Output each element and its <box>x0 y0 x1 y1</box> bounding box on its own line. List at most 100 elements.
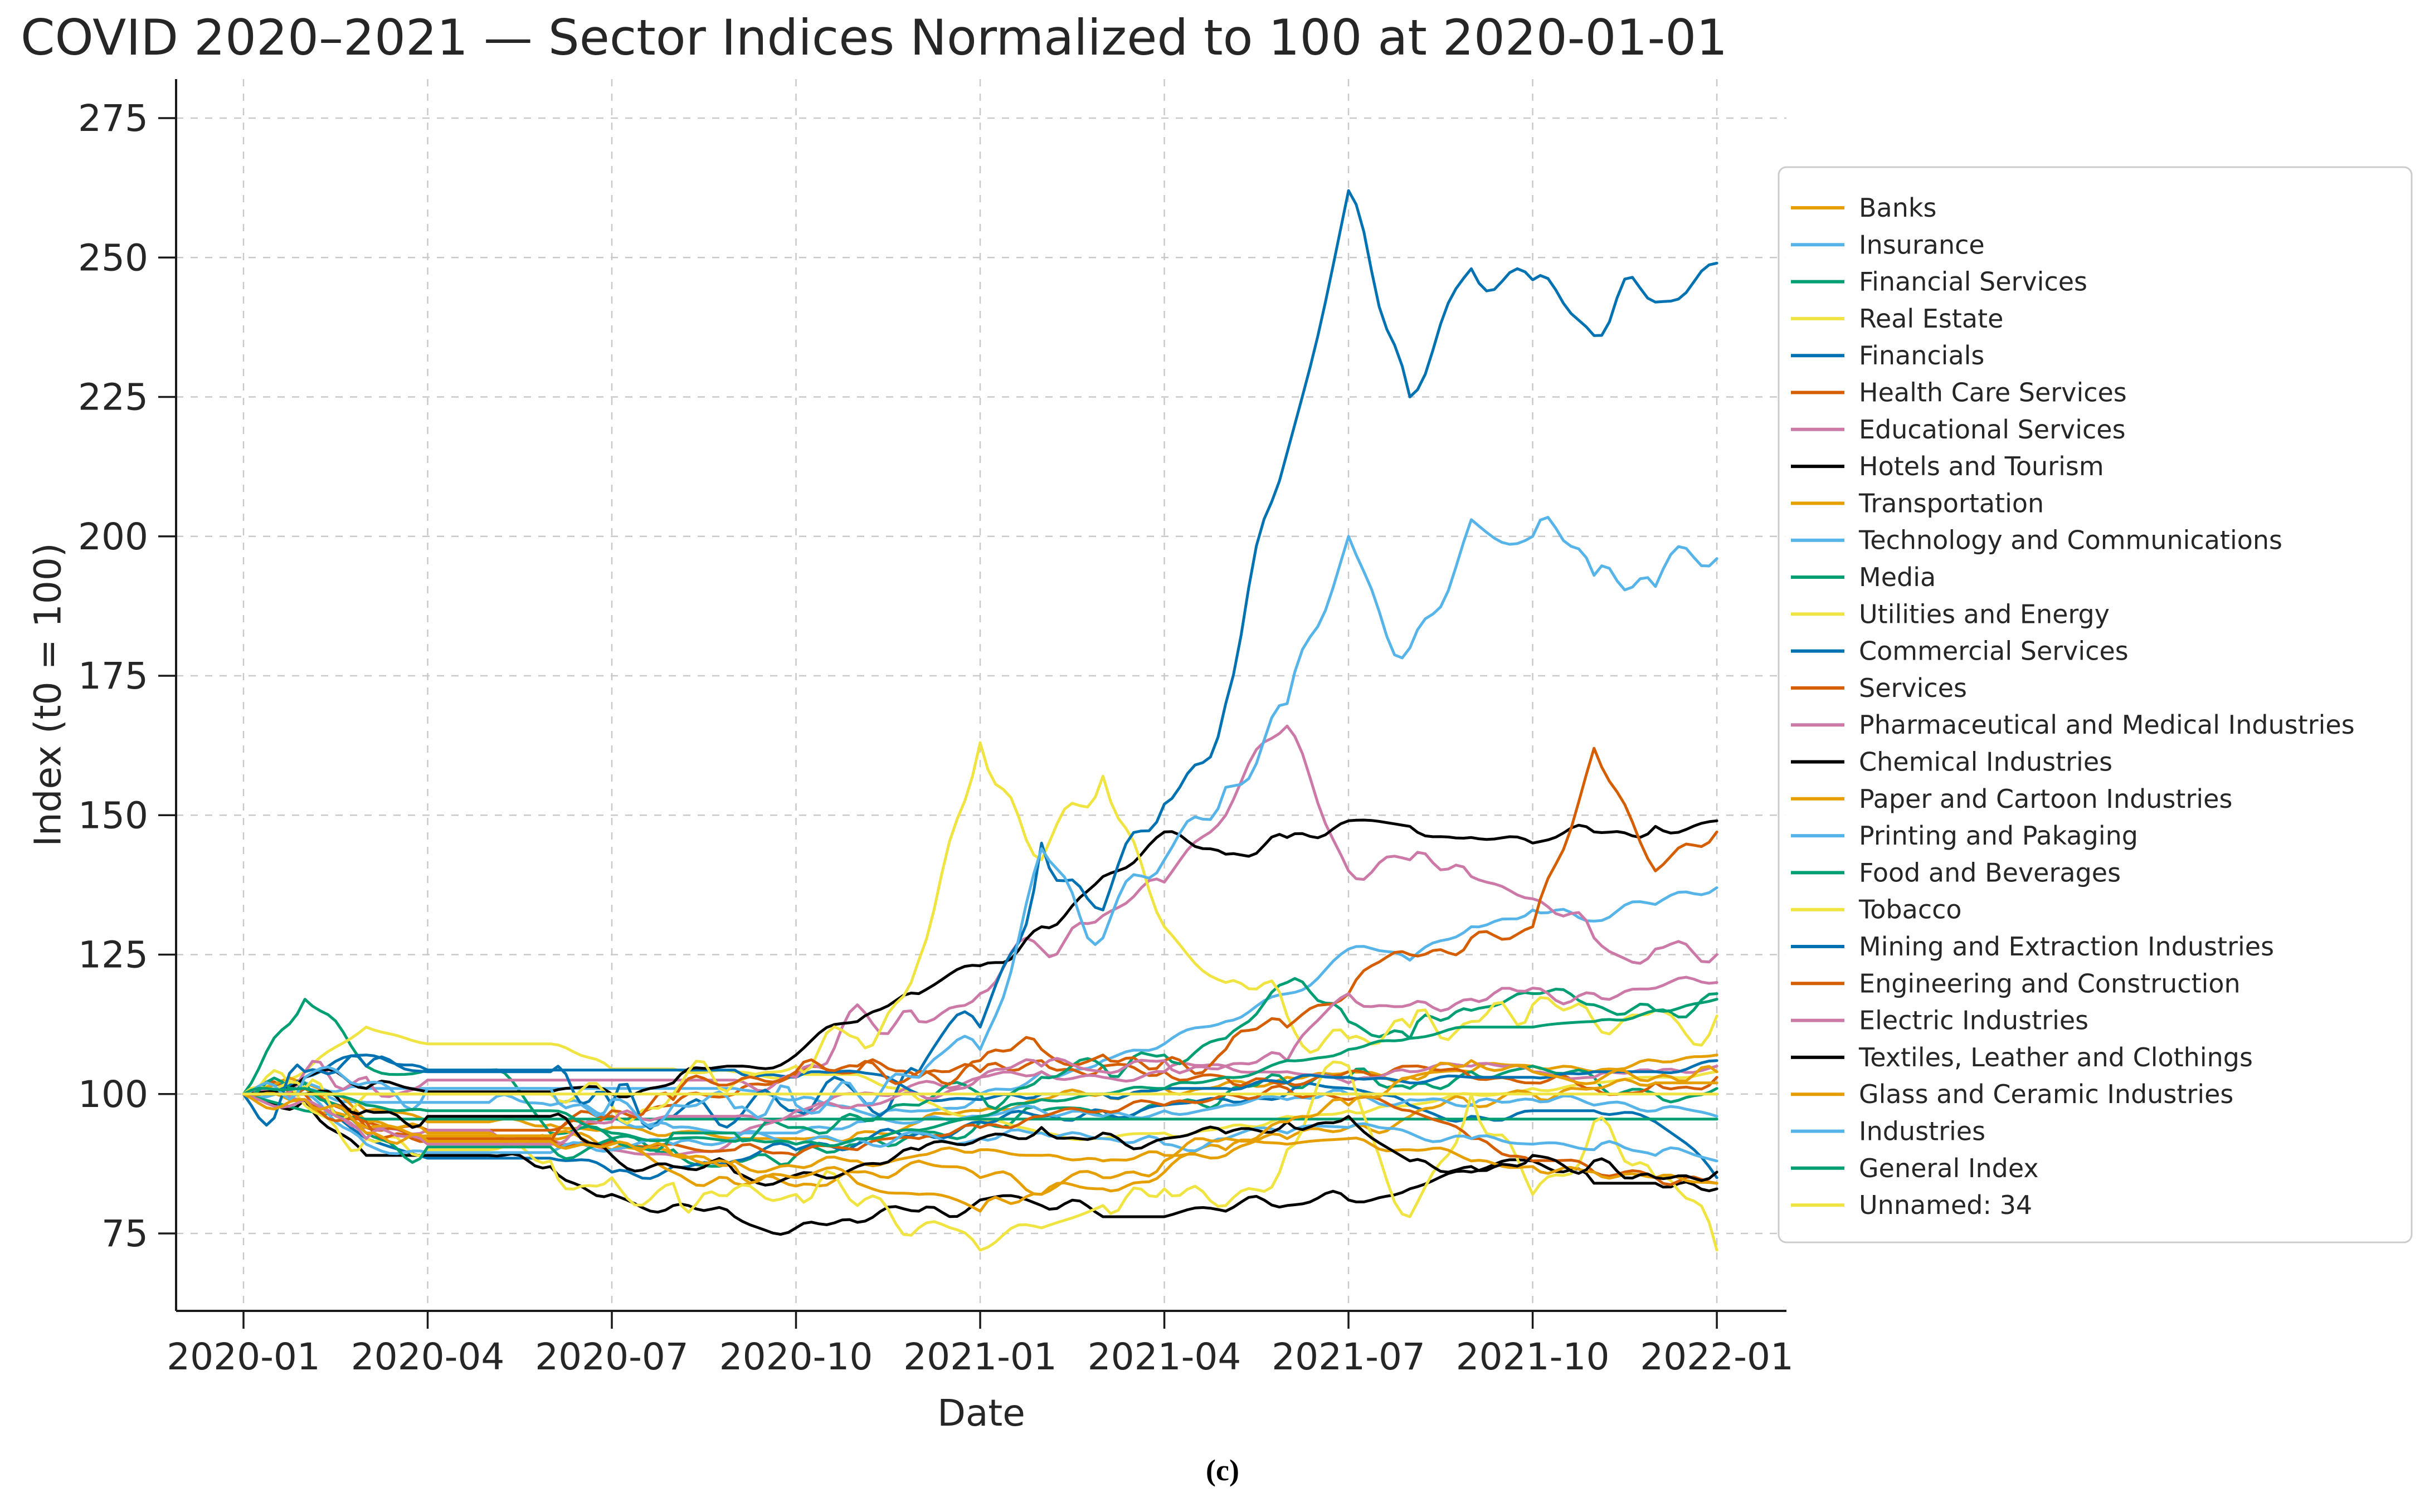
legend-item: Chemical Industries <box>1791 747 2112 777</box>
y-tick-label: 150 <box>78 794 148 837</box>
series-line-mining-and-extraction-industries <box>242 189 1718 1130</box>
legend-item: Insurance <box>1791 230 1985 260</box>
y-axis-label: Index (t0 = 100) <box>26 543 70 847</box>
legend-item: Paper and Cartoon Industries <box>1791 784 2232 814</box>
x-tick-label: 2020-10 <box>719 1335 873 1378</box>
y-tick-label: 175 <box>78 655 148 698</box>
series-line-general-index <box>242 998 1718 1147</box>
x-tick-label: 2021-07 <box>1272 1335 1425 1378</box>
legend-item: Unnamed: 34 <box>1791 1190 2032 1220</box>
legend-label: Electric Industries <box>1859 1006 2088 1036</box>
series-lines <box>242 189 1718 1252</box>
legend-item: Financials <box>1791 340 1984 370</box>
legend-label: Unnamed: 34 <box>1859 1190 2032 1220</box>
legend-item: Food and Beverages <box>1791 857 2121 887</box>
legend-label: Paper and Cartoon Industries <box>1859 784 2232 814</box>
y-tick-label: 200 <box>78 515 148 558</box>
legend-label: Transportation <box>1858 488 2044 518</box>
legend-box <box>1778 166 2413 1243</box>
legend-item: Commercial Services <box>1791 636 2129 666</box>
series-line-glass-and-ceramic-industries <box>242 1059 1718 1213</box>
legend-item: Real Estate <box>1791 304 2003 334</box>
legend-item: Mining and Extraction Industries <box>1791 931 2274 962</box>
x-tick-label: 2021-10 <box>1456 1335 1610 1378</box>
y-tick-label: 225 <box>78 376 148 419</box>
legend-label: Health Care Services <box>1859 378 2127 408</box>
x-tick-label: 2021-01 <box>903 1335 1057 1378</box>
axes <box>175 79 1786 1312</box>
series-line-electric-industries <box>242 976 1718 1146</box>
legend-label: Food and Beverages <box>1859 857 2121 887</box>
legend-item: Engineering and Construction <box>1791 968 2241 998</box>
legend-item: Glass and Ceramic Industries <box>1791 1079 2233 1109</box>
y-tick-label: 275 <box>78 97 148 140</box>
legend-label: General Index <box>1859 1153 2039 1183</box>
legend-label: Banks <box>1859 193 1937 223</box>
x-tick-label: 2022-01 <box>1640 1335 1794 1378</box>
legend-label: Utilities and Energy <box>1859 599 2110 629</box>
legend-label: Industries <box>1859 1116 1985 1147</box>
legend-item: Utilities and Energy <box>1791 599 2110 629</box>
legend-item: Textiles, Leather and Clothings <box>1791 1042 2253 1072</box>
figure-caption: (c) <box>1206 1454 1239 1487</box>
legend-label: Insurance <box>1859 230 1985 260</box>
series-line-commercial-services <box>242 1053 1718 1103</box>
y-tick-label: 100 <box>78 1073 148 1116</box>
legend-label: Educational Services <box>1859 414 2126 445</box>
legend-label: Engineering and Construction <box>1859 968 2241 998</box>
x-tick-label: 2020-07 <box>535 1335 689 1378</box>
legend-label: Tobacco <box>1858 895 1962 925</box>
legend-item: Media <box>1791 562 1936 592</box>
legend-item: Hotels and Tourism <box>1791 451 2104 481</box>
legend-item: Technology and Communications <box>1791 525 2282 555</box>
series-line-hotels-and-tourism <box>242 1092 1718 1236</box>
legend-item: Pharmaceutical and Medical Industries <box>1791 710 2355 740</box>
x-tick-label: 2021-04 <box>1088 1335 1241 1378</box>
legend-label: Pharmaceutical and Medical Industries <box>1859 710 2355 740</box>
x-tick-label: 2020-01 <box>167 1335 320 1378</box>
legend-label: Mining and Extraction Industries <box>1859 931 2274 962</box>
grid <box>176 79 1786 1311</box>
legend-item: Financial Services <box>1791 267 2087 297</box>
legend-label: Financials <box>1859 340 1984 370</box>
legend-item: Industries <box>1791 1116 1985 1147</box>
legend-item: Health Care Services <box>1791 378 2127 408</box>
legend-item: General Index <box>1791 1153 2039 1183</box>
legend-label: Commercial Services <box>1859 636 2129 666</box>
tick-marks <box>158 117 1718 1329</box>
chart-title: COVID 2020–2021 — Sector Indices Normali… <box>21 9 1728 66</box>
x-tick-label: 2020-04 <box>351 1335 505 1378</box>
series-line-paper-and-cartoon-industries <box>242 1091 1718 1185</box>
series-line-financials <box>242 1082 1718 1180</box>
tick-labels: 75 100 125 150 175 200 225 250 275 2020-01 2020-04… <box>78 97 1794 1378</box>
legend-label: Technology and Communications <box>1858 525 2282 555</box>
legend-label: Glass and Ceramic Industries <box>1859 1079 2233 1109</box>
legend-item: Transportation <box>1791 488 2044 518</box>
legend-item: Educational Services <box>1791 414 2126 445</box>
series-line-chemical-industries <box>242 818 1718 1099</box>
series-line-media <box>242 1092 1718 1121</box>
legend-label: Financial Services <box>1859 267 2087 297</box>
legend: Banks Insurance Financial Services Real Est… <box>1778 166 2413 1243</box>
y-tick-label: 125 <box>78 934 148 977</box>
legend-label: Textiles, Leather and Clothings <box>1858 1042 2253 1072</box>
legend-item: Banks <box>1791 193 1937 223</box>
legend-label: Chemical Industries <box>1859 747 2112 777</box>
legend-label: Media <box>1859 562 1936 592</box>
series-line-pharmaceutical-and-medical-industries <box>242 724 1718 1098</box>
legend-item: Electric Industries <box>1791 1006 2088 1036</box>
legend-label: Services <box>1859 673 1967 703</box>
series-line-industries <box>242 516 1718 1129</box>
legend-item: Services <box>1791 673 1967 703</box>
legend-item: Printing and Pakaging <box>1791 821 2138 851</box>
legend-label: Printing and Pakaging <box>1859 821 2138 851</box>
y-tick-label: 75 <box>101 1212 148 1255</box>
legend-item: Tobacco <box>1791 895 1962 925</box>
legend-label: Hotels and Tourism <box>1859 451 2104 481</box>
legend-label: Real Estate <box>1859 304 2003 334</box>
series-line-textiles-leather-and-clothings <box>242 1089 1718 1187</box>
x-axis-label: Date <box>937 1392 1025 1435</box>
y-tick-label: 250 <box>78 236 148 279</box>
